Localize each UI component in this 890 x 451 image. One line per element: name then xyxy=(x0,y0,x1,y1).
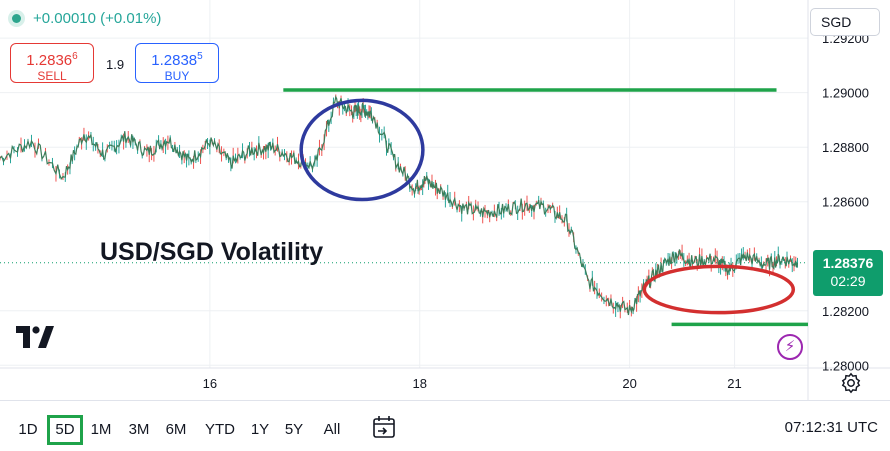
bar-countdown: 02:29 xyxy=(830,273,866,289)
bottom-toolbar: 1D 5D 1M 3M 6M YTD 1Y 5Y All 07:12:31 UTC xyxy=(0,400,890,451)
timeframe-ytd[interactable]: YTD xyxy=(205,421,235,438)
buy-button[interactable]: 1.28385 BUY xyxy=(135,43,219,83)
sell-button[interactable]: 1.28366 SELL xyxy=(10,43,94,83)
sell-price-pip: 6 xyxy=(72,51,78,62)
price-series-line xyxy=(0,95,799,316)
buy-price: 1.2838 xyxy=(151,52,198,69)
x-tick-label-0: 16 xyxy=(203,376,217,391)
timeframe-6m[interactable]: 6M xyxy=(165,421,187,438)
timeframe-5d[interactable]: 5D xyxy=(47,415,83,445)
tradingview-logo-icon[interactable] xyxy=(16,326,54,348)
timeframe-5y[interactable]: 5Y xyxy=(284,421,304,438)
y-tick-label-1: 1.29000 xyxy=(822,86,869,101)
y-tick-label-2: 1.28800 xyxy=(822,140,869,155)
sell-label: SELL xyxy=(37,69,67,83)
sell-price: 1.2836 xyxy=(26,52,73,69)
chart-annotation-text: USD/SGD Volatility xyxy=(100,238,324,266)
currency-selector[interactable]: SGD xyxy=(810,8,880,36)
timeframe-1y[interactable]: 1Y xyxy=(250,421,270,438)
calendar-range-icon[interactable] xyxy=(372,415,398,441)
market-open-dot-icon xyxy=(12,14,21,23)
timeframe-all[interactable]: All xyxy=(323,421,341,438)
timeframe-3m[interactable]: 3M xyxy=(128,421,150,438)
y-tick-label-4: 1.28200 xyxy=(822,304,869,319)
spread-value: 1.9 xyxy=(106,57,125,72)
last-price-label: 1.28376 02:29 xyxy=(813,250,883,296)
last-price-value: 1.28376 xyxy=(822,255,874,271)
gear-icon[interactable] xyxy=(840,372,862,394)
x-tick-label-1: 18 xyxy=(413,376,427,391)
timeframe-1m[interactable]: 1M xyxy=(90,421,112,438)
symbol-change-row: +0.00010 (+0.01%) xyxy=(12,10,161,27)
buy-label: BUY xyxy=(164,69,190,83)
low-volatility-circle xyxy=(642,264,796,315)
price-change: +0.00010 (+0.01%) xyxy=(33,10,162,27)
lightning-icon[interactable]: ⚡ xyxy=(777,334,803,360)
x-tick-label-3: 21 xyxy=(727,376,741,391)
timeframe-1d[interactable]: 1D xyxy=(18,421,38,438)
x-tick-label-2: 20 xyxy=(622,376,636,391)
buy-price-pip: 5 xyxy=(197,51,203,62)
high-volatility-circle xyxy=(299,98,425,202)
y-tick-label-3: 1.28600 xyxy=(822,195,869,210)
utc-clock[interactable]: 07:12:31 UTC xyxy=(784,419,878,436)
y-tick-label-5: 1.28000 xyxy=(822,358,869,373)
